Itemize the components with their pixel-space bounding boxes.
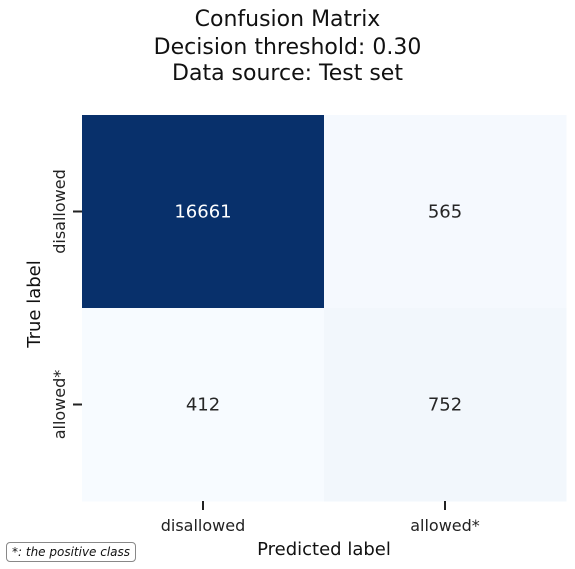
y-tick-label-1: allowed* bbox=[50, 370, 69, 440]
cell-value-label-1-1: 752 bbox=[428, 395, 462, 416]
heatmap-cell-0-0 bbox=[82, 115, 325, 309]
x-tick-label-1: allowed* bbox=[410, 516, 480, 535]
positive-class-footnote: *: the positive class bbox=[6, 542, 137, 562]
x-tick-label-0: disallowed bbox=[161, 516, 246, 535]
cell-value-label-0-1: 565 bbox=[428, 202, 462, 223]
heatmap-cell-0-1 bbox=[324, 115, 567, 309]
x-axis-label: Predicted label bbox=[257, 539, 391, 560]
chart-title-line-2: Decision threshold: 0.30 bbox=[153, 35, 422, 60]
heatmap-cell-1-0 bbox=[82, 308, 325, 502]
chart-title-line-1: Confusion Matrix bbox=[194, 7, 381, 32]
y-axis-label: True label bbox=[24, 260, 45, 349]
cell-value-label-0-0: 16661 bbox=[174, 202, 231, 223]
y-tick-label-0: disallowed bbox=[50, 169, 69, 254]
cell-value-label-1-0: 412 bbox=[186, 395, 220, 416]
heatmap-cell-1-1 bbox=[324, 308, 567, 502]
chart-title-line-3: Data source: Test set bbox=[172, 61, 403, 86]
